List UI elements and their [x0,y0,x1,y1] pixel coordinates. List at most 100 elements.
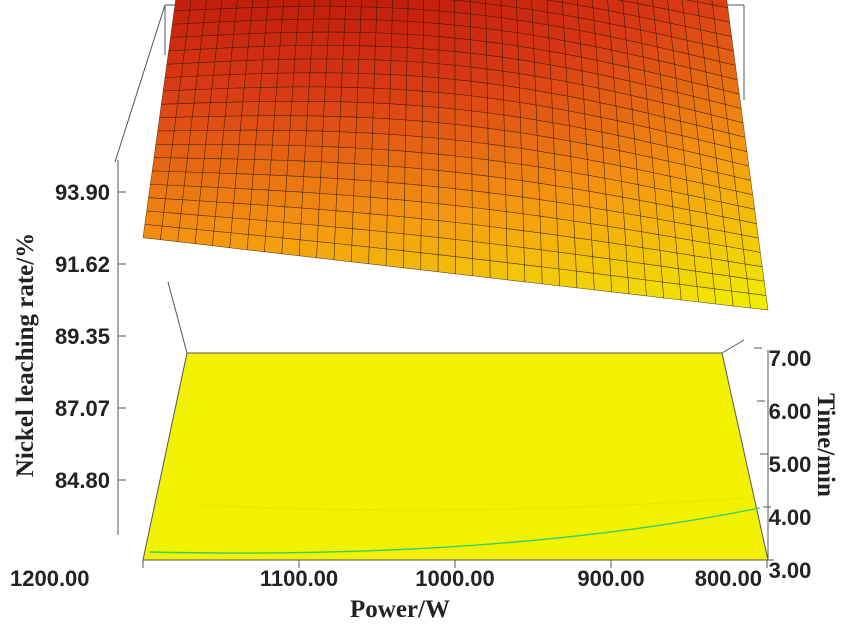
surface-cell [746,278,767,296]
surface-cell [354,147,373,166]
surface-cell [471,141,489,161]
surface-cell [469,1,487,17]
surface-cell [406,61,424,77]
surface-cell [558,251,577,272]
surface-cell [472,224,490,244]
surface-cell [291,86,310,102]
surface-cell [200,172,220,188]
surface-cell [343,31,361,47]
surface-cell [316,241,335,261]
surface-cell [345,0,362,8]
contour-line [199,497,746,511]
response-surface [142,0,769,311]
surface-cell [270,144,290,161]
surface-cell [283,206,303,225]
surface-cell [488,175,507,196]
x-tick-label: 1200.00 [10,566,90,591]
surface-cell [196,214,216,232]
surface-cell [187,144,207,159]
z-tick-label: 87.07 [55,396,110,421]
surface-cell [159,103,179,118]
surface-cell [281,237,301,257]
surface-cell [197,200,218,217]
surface-cell [388,149,406,168]
surface-cell [329,0,347,7]
surface-cell [295,31,313,46]
surface-cell [607,225,627,246]
surface-cell [572,188,591,208]
surface-cell [392,0,409,10]
surface-cell [175,102,195,118]
surface-cell [407,21,424,36]
surface-cell [553,137,572,157]
surface-cell [421,184,439,205]
surface-cell [438,138,456,157]
surface-cell [404,150,423,170]
surface-cell [358,45,376,61]
surface-cell [609,258,629,278]
surface-cell [391,7,409,22]
surface-cell [421,168,439,188]
surface-cell [374,45,392,61]
surface-cell [403,233,422,254]
surface-cell [729,275,750,294]
surface-cell [223,115,242,131]
surface-cell [373,73,391,90]
surface-cell [304,145,323,163]
surface-cell [217,172,237,189]
surface-cell [591,239,611,260]
surface-cell [471,95,488,114]
surface-cell [438,10,456,26]
z-tick-label: 93.90 [55,180,110,205]
surface-cell [558,268,578,289]
surface-cell [219,7,237,23]
surface-cell [325,72,343,88]
surface-cell [373,88,391,105]
surface-cell [454,139,473,159]
surface-cell [179,75,198,91]
surface-cell [339,101,358,118]
surface-cell [334,226,353,246]
surface-cell [202,158,222,174]
surface-cell [610,275,630,295]
surface-cell [470,66,488,84]
surface-cell [250,189,270,206]
surface-cell [488,192,507,213]
surface-cell [166,171,187,187]
surface-cell [306,115,324,132]
surface-cell [470,80,488,99]
surface-cell [571,172,590,192]
surface-cell [437,237,456,258]
surface-cell [269,159,289,177]
surface-cell [251,0,269,8]
surface-cell [573,220,593,241]
surface-cell [423,9,440,24]
surface-cell [390,60,408,76]
surface-cell [282,222,302,241]
surface-cell [227,73,246,89]
surface-cell [161,212,182,229]
surface-cell [328,18,346,33]
surface-cell [277,58,296,74]
surface-cell [340,86,358,103]
surface-cell [335,194,354,213]
surface-cell [211,74,230,90]
surface-cell [309,58,328,74]
surface-cell [504,130,522,149]
surface-cell [523,230,542,251]
surface-cell [455,239,473,260]
surface-cell [371,148,389,167]
surface-cell [372,102,391,120]
surface-cell [713,288,734,307]
surface-cell [470,13,487,29]
box-edge [167,281,188,354]
surface-cell [323,101,342,117]
surface-cell [338,131,357,149]
surface-cell [353,179,372,198]
surface-cell [404,167,423,186]
surface-cell [275,86,294,102]
surface-cell [201,21,220,37]
surface-cell [356,102,374,119]
surface-cell [341,58,360,74]
